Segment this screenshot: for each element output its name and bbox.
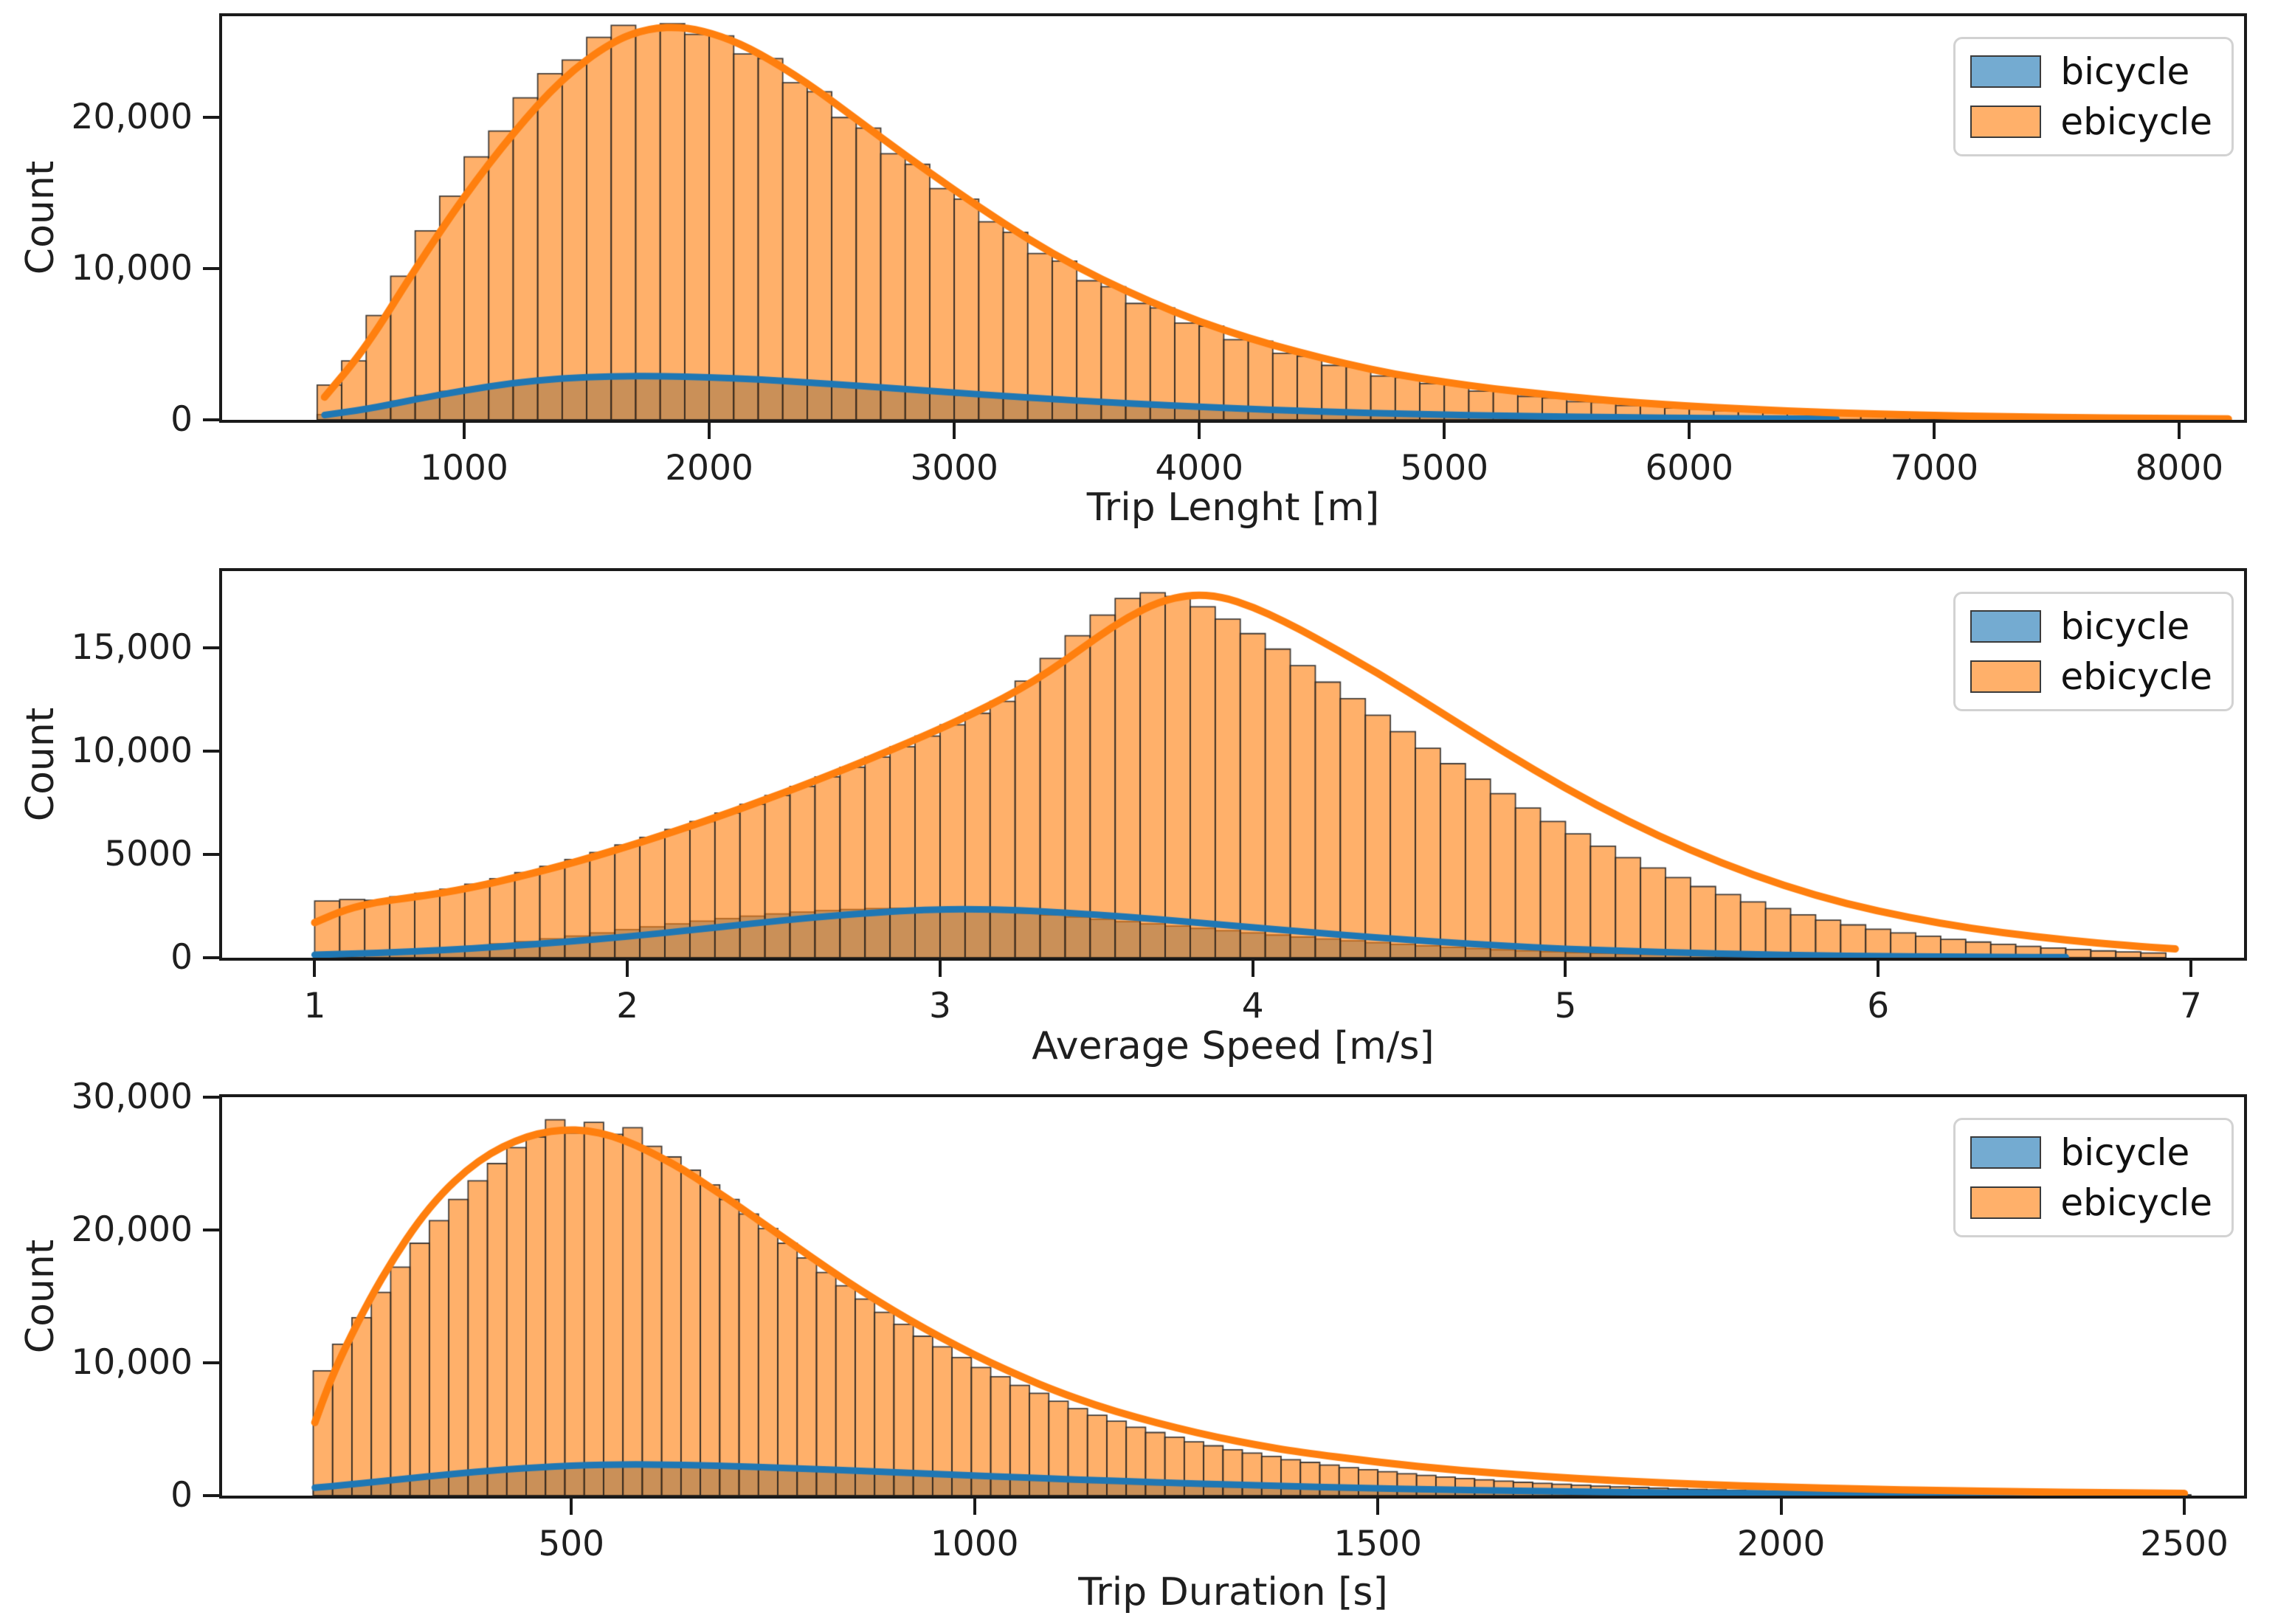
x-axis-label: Trip Duration [s] <box>1078 1570 1388 1614</box>
x-axis-label: Average Speed [m/s] <box>1032 1024 1435 1068</box>
x-tick-label: 1000 <box>930 1524 1019 1564</box>
bicycle-swatch-icon <box>1970 55 2042 88</box>
x-tick-label: 2500 <box>2140 1524 2229 1564</box>
legend: bicycle ebicycle <box>1953 37 2234 156</box>
y-tick-label: 15,000 <box>71 627 193 668</box>
x-tick-label: 6000 <box>1645 448 1734 488</box>
legend-item-ebicycle: ebicycle <box>1970 103 2212 141</box>
x-tick-label: 4 <box>1241 986 1264 1026</box>
legend-item-ebicycle: ebicycle <box>1970 657 2212 696</box>
x-tick-mark <box>2183 1499 2186 1515</box>
x-tick-label: 1 <box>303 986 326 1026</box>
y-tick-label: 0 <box>170 399 193 440</box>
x-tick-mark <box>1779 1499 1783 1515</box>
y-tick-mark <box>203 646 219 650</box>
x-tick-mark <box>313 961 317 977</box>
x-tick-label: 1000 <box>420 448 508 488</box>
x-tick-mark <box>938 961 942 977</box>
x-tick-mark <box>973 1499 976 1515</box>
x-tick-mark <box>708 423 711 439</box>
x-tick-label: 5000 <box>1400 448 1489 488</box>
x-tick-mark <box>626 961 629 977</box>
legend-item-bicycle: bicycle <box>1970 607 2212 646</box>
legend-label: ebicycle <box>2060 655 2212 698</box>
x-tick-mark <box>1877 961 1880 977</box>
x-axis-label: Trip Lenght [m] <box>1086 486 1380 530</box>
x-tick-mark <box>1376 1499 1380 1515</box>
y-tick-mark <box>203 1229 219 1231</box>
x-tick-label: 1500 <box>1333 1524 1422 1564</box>
ebicycle-swatch-icon <box>1970 106 2042 138</box>
x-tick-mark <box>570 1499 573 1515</box>
x-tick-mark <box>1251 961 1254 977</box>
y-tick-mark <box>203 418 219 421</box>
plot-area-trip-length: bicycle ebicycle 1000 2000 3000 4000 5000 600… <box>72 13 2247 488</box>
x-tick-mark <box>1443 423 1446 439</box>
ebicycle-swatch-icon <box>1970 660 2042 693</box>
y-tick-mark <box>203 1361 219 1364</box>
y-tick-label: 30,000 <box>71 1077 193 1117</box>
y-tick-label: 10,000 <box>71 248 193 289</box>
x-tick-label: 500 <box>538 1524 605 1564</box>
y-tick-mark <box>203 956 219 959</box>
legend-item-bicycle: bicycle <box>1970 52 2212 91</box>
histogram-canvas-trip-duration <box>222 1097 2244 1496</box>
legend-item-bicycle: bicycle <box>1970 1133 2212 1172</box>
y-tick-label: 0 <box>170 1475 193 1516</box>
y-tick-label: 10,000 <box>71 1342 193 1383</box>
x-tick-label: 4000 <box>1155 448 1243 488</box>
y-tick-mark <box>203 267 219 271</box>
y-tick-mark <box>203 116 219 120</box>
x-tick-label: 5 <box>1554 986 1577 1026</box>
y-tick-mark <box>203 853 219 857</box>
x-tick-mark <box>1688 423 1691 439</box>
x-tick-label: 8000 <box>2135 448 2224 488</box>
y-tick-label: 10,000 <box>71 730 193 772</box>
bicycle-swatch-icon <box>1970 1136 2042 1169</box>
bicycle-swatch-icon <box>1970 610 2042 643</box>
legend-label: bicycle <box>2060 50 2190 93</box>
legend-item-ebicycle: ebicycle <box>1970 1184 2212 1222</box>
x-tick-label: 2 <box>616 986 639 1026</box>
x-tick-label: 3000 <box>910 448 998 488</box>
plot-area-trip-duration: bicycle ebicycle 500 1000 1500 2000 2500 0 10,… <box>72 1077 2247 1564</box>
histogram-canvas-trip-length <box>222 16 2244 420</box>
ebicycle-swatch-icon <box>1970 1186 2042 1219</box>
x-tick-label: 6 <box>1867 986 1890 1026</box>
x-tick-mark <box>1933 423 1936 439</box>
y-tick-mark <box>203 1096 219 1099</box>
y-tick-mark <box>203 750 219 753</box>
x-tick-label: 2000 <box>1736 1524 1826 1564</box>
x-tick-mark <box>1198 423 1201 439</box>
x-tick-mark <box>953 423 956 439</box>
x-tick-mark <box>463 423 466 439</box>
legend-label: ebicycle <box>2060 1181 2212 1224</box>
y-tick-label: 5000 <box>104 834 193 875</box>
x-tick-mark <box>2189 961 2192 977</box>
x-tick-mark <box>2178 423 2181 439</box>
x-tick-label: 7000 <box>1890 448 1979 488</box>
legend-label: ebicycle <box>2060 100 2212 143</box>
legend: bicycle ebicycle <box>1953 1118 2234 1237</box>
y-tick-label: 20,000 <box>71 97 193 138</box>
x-tick-mark <box>1564 961 1567 977</box>
x-tick-label: 7 <box>2180 986 2202 1026</box>
legend-label: bicycle <box>2060 605 2190 648</box>
y-tick-label: 0 <box>170 937 193 978</box>
histogram-canvas-average-speed <box>222 571 2244 958</box>
legend: bicycle ebicycle <box>1953 592 2234 711</box>
x-tick-label: 3 <box>928 986 951 1026</box>
y-tick-label: 20,000 <box>71 1209 193 1250</box>
y-tick-mark <box>203 1494 219 1497</box>
legend-label: bicycle <box>2060 1131 2190 1174</box>
x-tick-label: 2000 <box>665 448 753 488</box>
plot-area-average-speed: bicycle ebicycle 1 2 3 4 5 6 7 0 5000 10,000 15,00… <box>72 568 2247 1026</box>
